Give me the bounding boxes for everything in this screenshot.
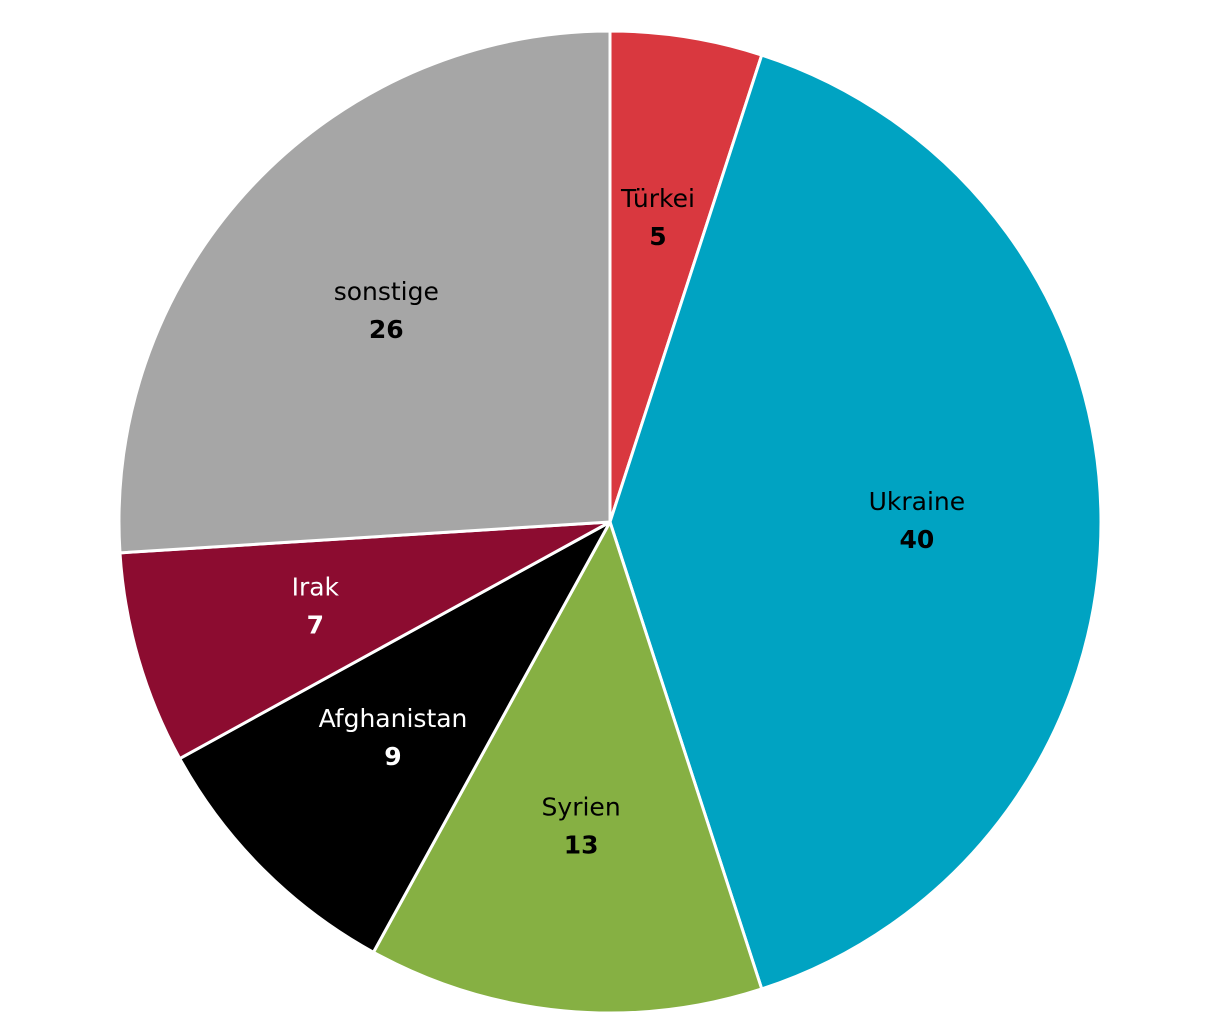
pie-slice — [371, 520, 764, 1015]
slice-label: Irak — [292, 573, 340, 602]
pie-slice — [117, 29, 612, 555]
slice-label: Syrien — [542, 793, 621, 822]
slice-label: Ukraine — [869, 487, 966, 516]
pie-slice — [608, 29, 764, 524]
value-label: 26 — [369, 315, 404, 344]
pie-slice — [178, 520, 612, 954]
slice-label: Türkei — [620, 184, 695, 213]
value-label: 9 — [384, 742, 401, 771]
slice-label: sonstige — [334, 277, 439, 306]
value-label: 13 — [564, 831, 599, 860]
value-label: 40 — [899, 525, 934, 554]
pie-slice — [118, 520, 612, 761]
pie-slice — [608, 53, 1103, 991]
value-label: 7 — [307, 611, 324, 640]
slice-label: Afghanistan — [319, 704, 468, 733]
value-label: 5 — [649, 222, 666, 251]
